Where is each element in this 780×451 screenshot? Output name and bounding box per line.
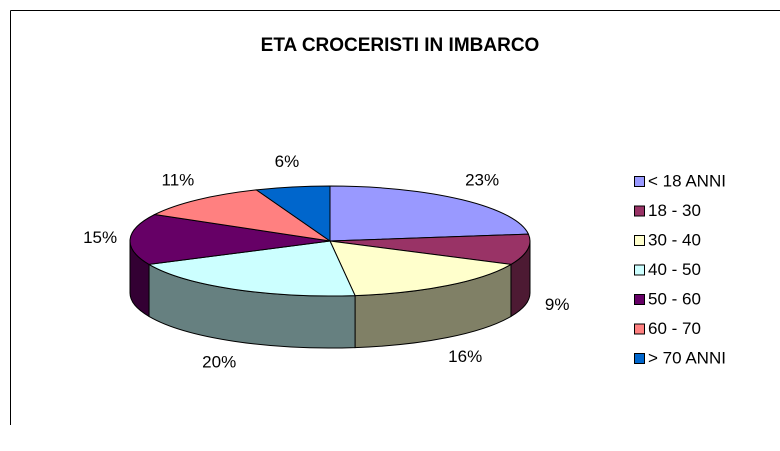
legend-label: 60 - 70: [648, 319, 701, 338]
data-label: 20%: [202, 353, 236, 372]
data-label: 9%: [545, 295, 570, 314]
legend-swatch: [634, 176, 645, 187]
legend-swatch: [634, 235, 645, 246]
legend-label: 30 - 40: [648, 230, 701, 249]
pie-slice: [254, 185, 331, 242]
pie-slice: [153, 189, 331, 242]
pie-slice: [329, 185, 530, 242]
legend-label: 40 - 50: [648, 260, 701, 279]
legend-swatch: [634, 323, 645, 335]
legend-label: 18 - 30: [648, 201, 701, 220]
chart-title: ETA CROCERISTI IN IMBARCO: [261, 35, 540, 56]
legend-swatch: [634, 353, 645, 364]
data-label: 11%: [162, 170, 195, 189]
data-label: 6%: [275, 152, 300, 171]
legend-label: 50 - 60: [648, 289, 701, 308]
pie-slice: [329, 240, 513, 297]
legend-swatch: [634, 205, 645, 217]
data-label: 16%: [448, 347, 482, 366]
data-label: 15%: [83, 228, 117, 247]
legend-swatch: [634, 294, 645, 305]
pie-slice: [129, 213, 331, 265]
pie-slice: [147, 240, 356, 297]
legend-swatch: [634, 264, 645, 276]
legend-label: > 70 ANNI: [648, 348, 726, 367]
data-label: 23%: [465, 170, 499, 189]
pie-slice: [329, 233, 531, 265]
legend-label: < 18 ANNI: [648, 171, 726, 190]
